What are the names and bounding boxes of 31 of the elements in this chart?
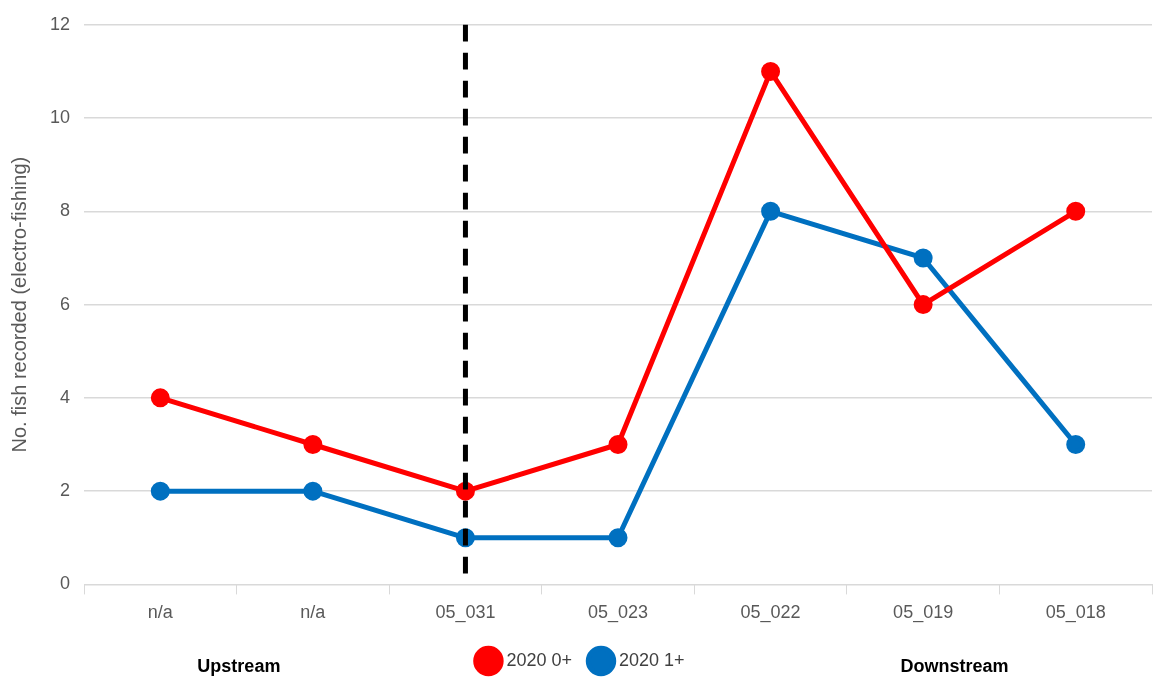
x-tick-label: 05_022 — [740, 602, 801, 624]
point — [761, 201, 781, 221]
x-tick-label: n/a — [147, 602, 174, 623]
y-axis-title: No. fish recorded (electro-fishing) — [7, 156, 30, 453]
y-tick-label: 4 — [60, 386, 71, 407]
x-tick-label: 05_019 — [893, 602, 954, 624]
point — [608, 528, 628, 548]
point — [608, 435, 628, 454]
y-tick-label: 2 — [60, 480, 71, 501]
point — [303, 481, 323, 501]
x-tick-label: 05_018 — [1045, 602, 1106, 624]
point — [150, 388, 170, 408]
text: Downstream — [900, 655, 1009, 676]
y-tick-label: 0 — [60, 573, 71, 594]
x-tick-label: 05_023 — [587, 602, 649, 624]
y-tick-label: 6 — [60, 293, 71, 314]
x-tick-label: n/a — [300, 602, 327, 623]
text: Upstream — [197, 655, 281, 676]
point — [913, 295, 933, 315]
legend-label: 2020 1+ — [619, 649, 685, 670]
point — [150, 481, 170, 501]
point — [761, 61, 781, 81]
y-tick-label: 12 — [49, 13, 71, 34]
x-tick-label: 05_031 — [435, 602, 496, 624]
y-tick-label: 8 — [60, 200, 71, 221]
point — [303, 435, 323, 454]
point — [1066, 201, 1086, 221]
point — [1066, 435, 1086, 454]
y-tick-label: 10 — [49, 107, 71, 128]
point — [913, 248, 933, 268]
legend-label: 2020 0+ — [506, 649, 573, 670]
